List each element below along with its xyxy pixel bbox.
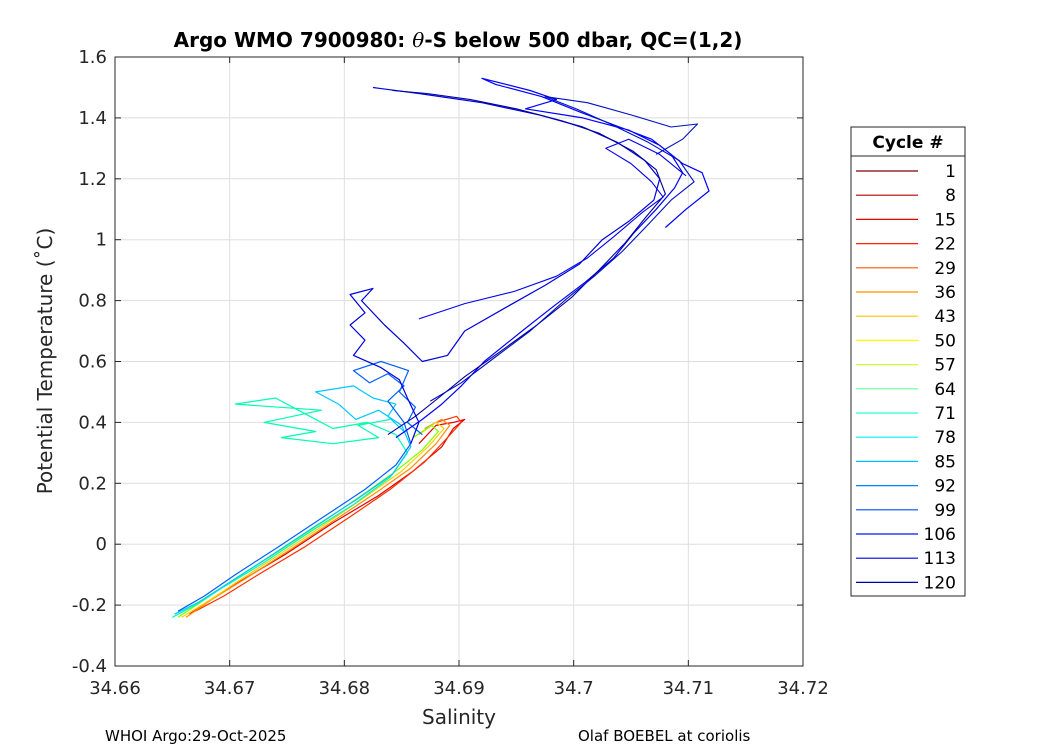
x-tick-label: 34.68 [319, 678, 371, 699]
legend-label: 57 [934, 356, 956, 376]
y-tick-label: 1.4 [78, 108, 107, 129]
y-tick-label: -0.4 [72, 656, 107, 677]
grid [115, 57, 803, 666]
x-tick-label: 34.7 [554, 678, 594, 699]
legend-label: 113 [924, 549, 956, 569]
x-tick-label: 34.72 [777, 678, 829, 699]
legend-item: 71 [856, 404, 956, 424]
legend-label: 22 [934, 235, 956, 255]
y-axis-label: Potential Temperature (˚C) [33, 228, 57, 495]
legend-item: 43 [856, 307, 956, 327]
legend-label: 8 [945, 186, 956, 206]
legend-label: 43 [934, 307, 956, 327]
series-line [430, 96, 699, 402]
legend-item: 57 [856, 356, 956, 376]
series-line [174, 385, 412, 615]
series-line [181, 421, 445, 618]
x-tick-label: 34.66 [89, 678, 141, 699]
chart-title: Argo WMO 7900980: θ-S below 500 dbar, QC… [174, 28, 743, 52]
x-axis-label: Salinity [422, 705, 496, 729]
legend-item: 22 [856, 235, 956, 255]
x-tick-label: 34.69 [433, 678, 485, 699]
series-line [418, 138, 687, 320]
legend-label: 64 [934, 380, 956, 400]
legend-item: 1 [856, 162, 956, 182]
legend-title: Cycle # [872, 133, 943, 153]
series-line [172, 397, 408, 618]
legend-item: 92 [856, 477, 956, 497]
legend-item: 106 [856, 525, 956, 545]
legend-item: 120 [856, 573, 956, 593]
legend-item: 113 [856, 549, 956, 569]
x-tick-label: 34.71 [663, 678, 715, 699]
legend-item: 29 [856, 259, 956, 279]
legend-item: 85 [856, 452, 956, 472]
legend-label: 85 [934, 452, 956, 472]
legend-box [850, 126, 966, 597]
legend-item: 78 [856, 428, 956, 448]
legend-item: 36 [856, 283, 956, 303]
y-tick-label: -0.2 [72, 595, 107, 616]
legend-item: 8 [856, 186, 956, 206]
y-tick-label: 0.6 [78, 352, 107, 373]
legend-label: 92 [934, 477, 956, 497]
series-line [387, 89, 666, 436]
legend-label: 29 [934, 259, 956, 279]
series-line [195, 415, 462, 612]
y-tick-label: 0.4 [78, 412, 107, 433]
legend-label: 120 [924, 573, 956, 593]
legend-label: 99 [934, 501, 956, 521]
y-tick-label: 0.2 [78, 473, 107, 494]
axis-ticks: 34.66 34.67 34.68 34.69 34.7 34.71 34.72 -0.4 -0… [72, 47, 829, 699]
y-tick-label: 1 [96, 230, 107, 251]
legend-label: 50 [934, 331, 956, 351]
chart-title-theta: θ [412, 28, 424, 52]
footer-right: Olaf BOEBEL at coriolis [578, 727, 751, 745]
legend-item: 15 [856, 210, 956, 230]
chart-title-suffix: -S below 500 dbar, QC=(1,2) [424, 28, 742, 52]
x-tick-label: 34.67 [204, 678, 256, 699]
series-line [177, 360, 423, 612]
legend-entries: 1 8 15 22 29 36 43 50 57 64 71 78 85 92 99 106 113 120 [856, 162, 956, 593]
series-line [395, 77, 710, 439]
chart-title-prefix: Argo WMO 7900980: [174, 28, 413, 52]
legend-label: 71 [934, 404, 956, 424]
legend-item: 99 [856, 501, 956, 521]
y-tick-label: 0 [96, 534, 107, 555]
legend-label: 1 [945, 162, 956, 182]
y-tick-label: 1.6 [78, 47, 107, 68]
y-tick-label: 0.8 [78, 291, 107, 312]
legend-item: 50 [856, 331, 956, 351]
y-tick-label: 1.2 [78, 169, 107, 190]
legend-label: 78 [934, 428, 956, 448]
legend: Cycle # 18152229364350576471788592991061… [850, 126, 966, 597]
legend-label: 106 [924, 525, 956, 545]
legend-item: 64 [856, 380, 956, 400]
footer-left: WHOI Argo:29-Oct-2025 [105, 727, 286, 745]
legend-label: 15 [934, 210, 956, 230]
series-group [172, 77, 710, 618]
series-line [185, 418, 451, 618]
legend-label: 36 [934, 283, 956, 303]
